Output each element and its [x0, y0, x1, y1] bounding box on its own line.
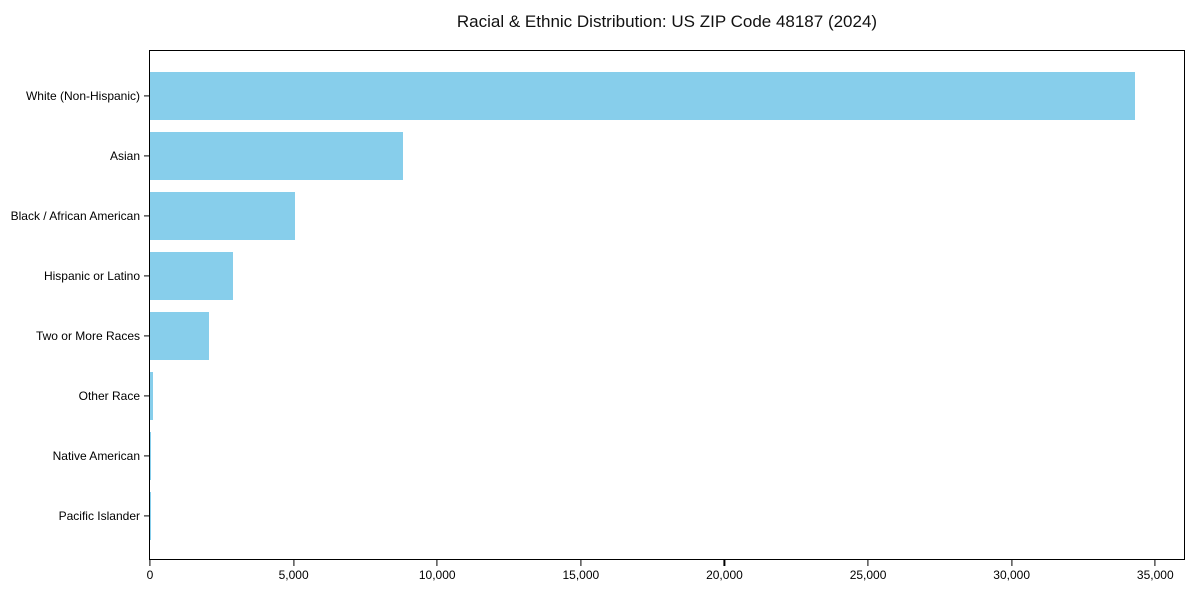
y-tick — [144, 515, 150, 517]
bar-rows: White (Non-Hispanic) Asian Black / African… — [11, 66, 1184, 546]
bar-row: Two or More Races — [36, 306, 1184, 366]
x-tick — [723, 560, 726, 566]
category-label: Hispanic or Latino — [43, 269, 140, 283]
bar — [150, 312, 209, 360]
bar — [150, 192, 296, 240]
x-tick — [436, 560, 438, 566]
bar — [150, 132, 403, 180]
category-label: White (Non-Hispanic) — [25, 89, 140, 103]
category-label: Native American — [52, 449, 140, 463]
bar — [150, 252, 234, 300]
x-tick — [1154, 560, 1156, 566]
x-tick — [293, 560, 295, 566]
y-tick — [144, 155, 150, 157]
category-label: Other Race — [78, 389, 140, 403]
x-tick-label: 15,000 — [562, 568, 600, 582]
bar — [150, 432, 152, 480]
x-tick-label: 20,000 — [706, 568, 743, 582]
category-label: Two or More Races — [35, 329, 140, 343]
y-tick — [144, 95, 150, 97]
y-tick — [144, 335, 150, 337]
bar — [150, 372, 154, 420]
category-label: Black / African American — [10, 209, 140, 223]
bar-row: Black / African American — [11, 186, 1184, 246]
bar-row: Asian — [110, 126, 1184, 186]
y-tick — [144, 395, 150, 397]
category-label: Asian — [109, 149, 140, 163]
y-tick — [144, 275, 150, 277]
x-tick-label: 25,000 — [849, 568, 887, 582]
y-tick — [144, 455, 150, 457]
x-tick — [1011, 560, 1013, 566]
x-tick-label: 0 — [146, 568, 154, 582]
bar-row: White (Non-Hispanic) — [26, 66, 1184, 126]
x-tick — [580, 560, 582, 566]
bar — [150, 72, 1136, 120]
x-tick-label: 10,000 — [418, 568, 456, 582]
x-tick-label: 35,000 — [1136, 568, 1174, 582]
plot-area: White (Non-Hispanic) Asian Black / African… — [11, 50, 1185, 582]
bar-row: Other Race — [79, 366, 1184, 426]
y-tick — [144, 215, 150, 217]
x-tick-label: 5,000 — [278, 568, 309, 582]
bar-row: Hispanic or Latino — [44, 246, 1184, 306]
chart-title: Racial & Ethnic Distribution: US ZIP Cod… — [456, 12, 878, 31]
bar-row: Pacific Islander — [59, 486, 1184, 546]
x-tick — [867, 560, 869, 566]
bar-row: Native American — [53, 426, 1184, 486]
x-tick — [149, 560, 151, 566]
x-tick-label: 30,000 — [993, 568, 1031, 582]
category-label: Pacific Islander — [58, 509, 140, 523]
